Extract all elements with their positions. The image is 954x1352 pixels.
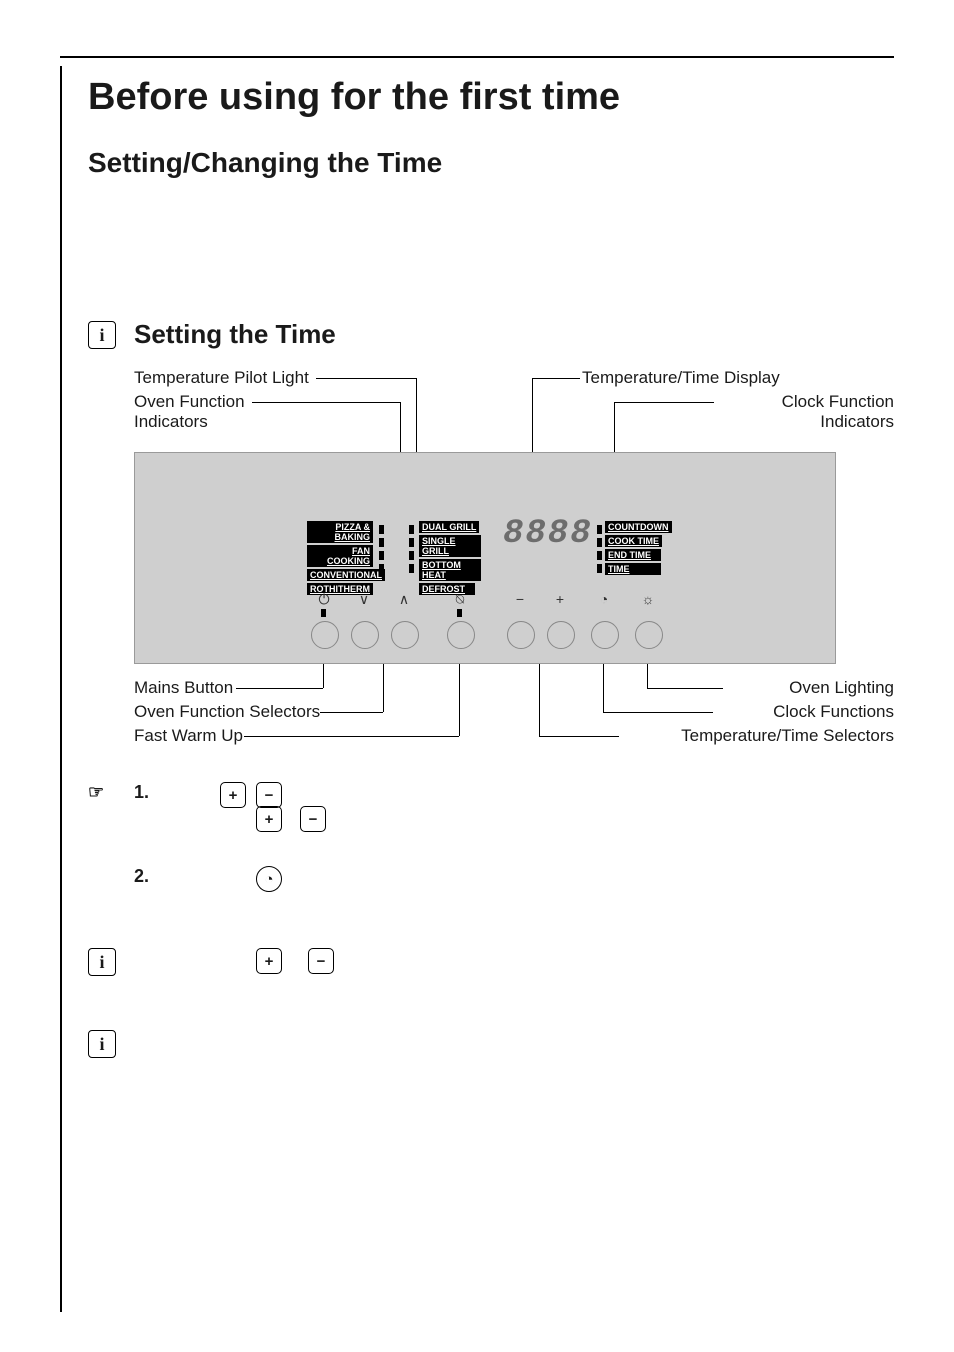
- plus-icon: +: [256, 806, 282, 832]
- plus-icon: +: [256, 948, 282, 974]
- sym-up-icon: ∧: [391, 591, 417, 608]
- clock-icon: ◔: [256, 866, 282, 892]
- callout-oven-light: Oven Lighting: [789, 678, 894, 698]
- btn-fast-warm: [447, 621, 475, 649]
- control-panel-diagram: Temperature Pilot Light Oven Function In…: [134, 368, 894, 756]
- info-icon: i: [88, 1030, 116, 1058]
- plus-icon: +: [220, 782, 246, 808]
- info-icon: i: [88, 948, 116, 976]
- callout-temp-time-disp: Temperature/Time Display: [582, 368, 780, 388]
- callout-clock-funcs: Clock Functions: [773, 702, 894, 722]
- sym-plus-icon: +: [547, 591, 573, 607]
- info-row-1: i + −: [88, 948, 894, 994]
- minus-icon: −: [308, 948, 334, 974]
- minus-icon: −: [256, 782, 282, 808]
- heading-3: Setting the Time: [134, 319, 894, 350]
- step-2: 2. ◔: [88, 866, 894, 912]
- btn-func-up: [391, 621, 419, 649]
- callout-temp-time-sel: Temperature/Time Selectors: [681, 726, 894, 746]
- sym-fastwarm-icon: ⍉: [447, 591, 473, 608]
- sym-minus-icon: −: [507, 591, 533, 607]
- callout-temp-pilot: Temperature Pilot Light: [134, 368, 309, 388]
- heading-2: Setting/Changing the Time: [88, 147, 894, 179]
- callout-mains: Mains Button: [134, 678, 233, 698]
- btn-func-down: [351, 621, 379, 649]
- clock-functions-col: COUNTDOWN COOK TIME END TIME TIME: [605, 521, 667, 577]
- btn-light: [635, 621, 663, 649]
- hand-icon: ☞: [88, 782, 104, 802]
- callout-clock-func-ind-2: Indicators: [820, 412, 894, 432]
- oven-functions-right: DUAL GRILL SINGLE GRILL BOTTOM HEAT DEFR…: [419, 521, 481, 597]
- heading-1: Before using for the first time: [88, 76, 894, 119]
- sym-clock-icon: ◔: [591, 591, 617, 607]
- btn-clock: [591, 621, 619, 649]
- callout-oven-func-sel: Oven Function Selectors: [134, 702, 320, 722]
- callout-clock-func-ind: Clock Function: [782, 392, 894, 412]
- callout-fast-warm: Fast Warm Up: [134, 726, 243, 746]
- step-1-number: 1.: [134, 782, 160, 803]
- digit-display: 8888: [503, 515, 593, 553]
- btn-minus: [507, 621, 535, 649]
- sym-power-icon: ⏻: [311, 591, 337, 608]
- callout-oven-func-ind: Oven Function: [134, 392, 245, 412]
- sym-light-icon: ☼: [635, 591, 661, 607]
- top-rule: [60, 56, 894, 58]
- info-icon: i: [88, 321, 116, 349]
- step-2-number: 2.: [134, 866, 160, 887]
- oven-functions-left: PIZZA & BAKING FAN COOKING CONVENTIONAL …: [307, 521, 373, 597]
- control-panel: PIZZA & BAKING FAN COOKING CONVENTIONAL …: [134, 452, 836, 664]
- info-row-2: i: [88, 1030, 894, 1076]
- minus-icon: −: [300, 806, 326, 832]
- btn-plus: [547, 621, 575, 649]
- step-1: ☞ 1. + − + −: [88, 782, 894, 830]
- sym-down-icon: ∨: [351, 591, 377, 608]
- btn-mains: [311, 621, 339, 649]
- callout-oven-func-ind-2: Indicators: [134, 412, 208, 432]
- left-rule: [60, 66, 62, 1312]
